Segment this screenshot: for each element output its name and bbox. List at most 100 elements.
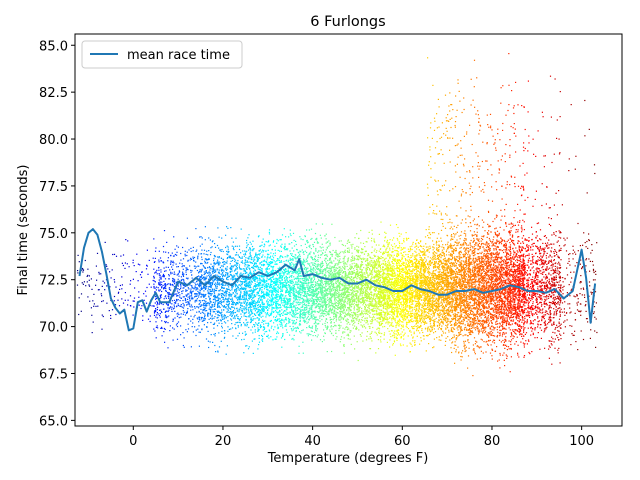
scatter-point	[212, 289, 213, 290]
scatter-point	[178, 314, 179, 315]
scatter-point	[264, 328, 265, 329]
scatter-point	[230, 311, 231, 312]
scatter-point	[178, 285, 179, 286]
scatter-point	[217, 227, 218, 228]
scatter-point	[315, 285, 316, 286]
scatter-point	[233, 307, 234, 308]
scatter-point	[290, 259, 291, 260]
scatter-point	[276, 284, 277, 285]
scatter-point	[317, 301, 318, 302]
scatter-point	[262, 265, 263, 266]
scatter-point	[326, 315, 327, 316]
scatter-point	[228, 308, 229, 309]
scatter-point	[299, 331, 300, 332]
scatter-point	[177, 274, 178, 275]
scatter-point	[205, 281, 206, 282]
scatter-point	[302, 310, 303, 311]
scatter-point	[302, 249, 303, 250]
scatter-point	[241, 278, 242, 279]
scatter-point	[313, 294, 314, 295]
scatter-point	[215, 301, 216, 302]
scatter-point	[227, 228, 228, 229]
scatter-point	[214, 323, 215, 324]
scatter-point	[267, 256, 268, 257]
scatter-point	[219, 346, 220, 347]
scatter-point	[230, 294, 231, 295]
scatter-point	[197, 284, 198, 285]
scatter-point	[300, 315, 301, 316]
scatter-point	[319, 307, 320, 308]
scatter-point	[322, 263, 323, 264]
scatter-point	[329, 301, 330, 302]
scatter-point	[299, 292, 300, 293]
scatter-point	[314, 278, 315, 279]
scatter-point	[213, 311, 214, 312]
scatter-point	[85, 260, 86, 261]
scatter-point	[219, 256, 220, 257]
scatter-point	[252, 326, 253, 327]
scatter-point	[217, 305, 218, 306]
scatter-point	[317, 288, 318, 289]
scatter-point	[312, 257, 313, 258]
scatter-point	[213, 324, 214, 325]
scatter-point	[157, 273, 158, 274]
scatter-point	[264, 304, 265, 305]
scatter-point	[304, 288, 305, 289]
scatter-point	[258, 309, 259, 310]
scatter-point	[174, 317, 175, 318]
scatter-point	[209, 273, 210, 274]
scatter-point	[242, 250, 243, 251]
scatter-point	[301, 261, 302, 262]
scatter-points	[77, 53, 598, 376]
scatter-point	[315, 327, 316, 328]
scatter-point	[285, 296, 286, 297]
scatter-point	[313, 287, 314, 288]
scatter-point	[156, 287, 157, 288]
scatter-point	[322, 315, 323, 316]
scatter-point	[294, 279, 295, 280]
scatter-point	[231, 306, 232, 307]
scatter-point	[287, 332, 288, 333]
scatter-point	[314, 323, 315, 324]
scatter-point	[220, 262, 221, 263]
scatter-point	[214, 289, 215, 290]
scatter-point	[231, 287, 232, 288]
scatter-point	[205, 262, 206, 263]
scatter-point	[163, 309, 164, 310]
scatter-point	[288, 307, 289, 308]
scatter-point	[192, 278, 193, 279]
scatter-point	[266, 292, 267, 293]
scatter-point	[267, 286, 268, 287]
scatter-point	[292, 338, 293, 339]
scatter-point	[222, 273, 223, 274]
scatter-point	[301, 245, 302, 246]
scatter-point	[174, 305, 175, 306]
scatter-point	[308, 285, 309, 286]
scatter-point	[95, 285, 96, 286]
scatter-point	[210, 318, 211, 319]
scatter-point	[200, 306, 201, 307]
scatter-point	[259, 315, 260, 316]
scatter-point	[257, 284, 258, 285]
scatter-point	[302, 286, 303, 287]
scatter-point	[130, 295, 131, 296]
scatter-point	[109, 310, 110, 311]
scatter-point	[218, 261, 219, 262]
scatter-point	[257, 305, 258, 306]
scatter-point	[260, 253, 261, 254]
scatter-point	[272, 267, 273, 268]
scatter-point	[178, 266, 179, 267]
scatter-point	[258, 330, 259, 331]
scatter-point	[280, 278, 281, 279]
scatter-point	[247, 245, 248, 246]
scatter-point	[227, 254, 228, 255]
scatter-point	[196, 300, 197, 301]
scatter-point	[199, 286, 200, 287]
scatter-point	[286, 249, 287, 250]
scatter-point	[245, 262, 246, 263]
scatter-point	[237, 302, 238, 303]
scatter-point	[125, 239, 126, 240]
scatter-point	[239, 246, 240, 247]
scatter-point	[290, 276, 291, 277]
scatter-point	[190, 295, 191, 296]
